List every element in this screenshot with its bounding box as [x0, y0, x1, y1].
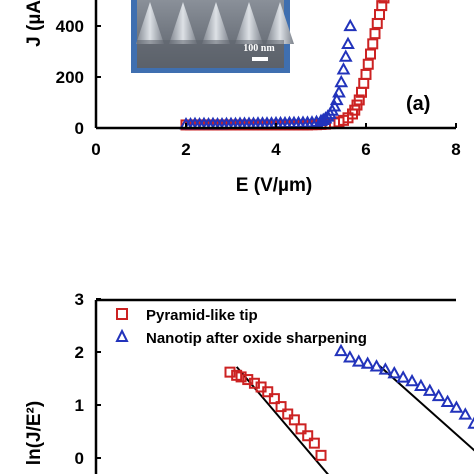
panel-a-x-tick-label-3: 6 — [361, 140, 370, 159]
panel-a-point-s1-42 — [341, 36, 355, 49]
sem-nanotip-0 — [136, 2, 164, 44]
panel-b-point-s1-11 — [431, 388, 446, 402]
panel-a-x-axis-label: E (V/µm) — [236, 175, 312, 196]
panel-a-point-s1-41 — [338, 49, 353, 62]
panel-a-point-s1-40 — [336, 62, 351, 75]
panel-a-y-tick-label-2: 400 — [56, 17, 84, 36]
panel-a-point-s0-51 — [378, 0, 390, 4]
panel-b-point-s1-6 — [387, 365, 402, 379]
panel-b-point-s0-8 — [275, 401, 287, 413]
panel-b-point-s0-7 — [268, 393, 280, 405]
panel-a-point-s0-47 — [369, 28, 381, 40]
panel-a-point-s1-37 — [329, 92, 344, 106]
panel-b-legend: Pyramid-like tip Nanotip after oxide sha… — [115, 307, 367, 347]
legend-label-pyramid: Pyramid-like tip — [146, 307, 258, 324]
panel-b-y-tick-label-3: 3 — [75, 290, 84, 309]
panel-a-point-s0-50 — [376, 0, 388, 12]
panel-b-point-s0-10 — [288, 414, 300, 426]
panel-b-point-s0-11 — [295, 423, 307, 435]
panel-a-x-ticks: 0 2 4 6 8 — [91, 123, 461, 159]
panel-b-point-s1-7 — [396, 370, 411, 383]
panel-b-point-s0-9 — [282, 408, 294, 420]
panel-a-point-s1-31 — [316, 112, 331, 125]
panel-b: 0 1 2 3 ln(J/E²) Pyramid-like tip Nanotip a… — [24, 290, 474, 474]
panel-a-label: (a) — [406, 93, 430, 115]
sem-nanotip-2 — [202, 2, 230, 44]
legend-marker-pyramid — [116, 308, 128, 320]
panel-b-point-s0-6 — [262, 386, 274, 398]
panel-b-point-s1-0 — [334, 343, 348, 357]
legend-marker-nanotip — [115, 328, 129, 342]
panel-a: 0 2 4 6 8 0 200 400 E (V/µm) J (µA — [24, 0, 461, 196]
panel-a-point-s0-46 — [367, 38, 379, 50]
panel-b-point-s1-13 — [449, 400, 464, 413]
sem-inset-image: 100 nm — [131, 0, 294, 73]
panel-b-y-tick-label-0: 0 — [75, 449, 84, 468]
panel-a-y-axis-label: J (µA — [24, 0, 45, 47]
panel-b-y-ticks: 0 1 2 3 — [75, 290, 101, 468]
sem-scale-bar — [252, 57, 268, 61]
panel-a-y-tick-label-1: 200 — [56, 68, 84, 87]
sem-nanotip-1 — [169, 2, 197, 44]
panel-a-y-tick-label-0: 0 — [75, 119, 84, 138]
panel-b-y-tick-label-2: 2 — [75, 343, 84, 362]
panel-b-point-s0-0 — [224, 366, 236, 378]
panel-b-marks — [224, 343, 474, 474]
panel-b-fit-line-1 — [378, 364, 474, 452]
sem-nanotip-4 — [266, 2, 294, 44]
panel-b-point-s1-14 — [458, 407, 473, 420]
panel-b-point-s0-12 — [302, 430, 314, 442]
panel-b-fit-line-0 — [235, 366, 329, 474]
panel-b-point-s0-14 — [315, 449, 327, 461]
panel-b-point-s1-3 — [360, 356, 375, 369]
sem-scale-bar-label: 100 nm — [243, 43, 275, 54]
panel-b-point-s1-2 — [351, 354, 366, 367]
panel-a-point-s1-43 — [343, 18, 358, 32]
panel-b-point-s0-2 — [235, 371, 247, 383]
panel-b-point-s1-4 — [369, 359, 384, 372]
panel-a-x-tick-label-0: 0 — [91, 140, 100, 159]
panel-a-point-s0-48 — [371, 17, 383, 29]
panel-a-x-tick-label-1: 2 — [181, 140, 190, 159]
panel-a-point-s0-45 — [365, 48, 376, 60]
panel-b-point-s0-13 — [308, 437, 320, 449]
legend-label-nanotip: Nanotip after oxide sharpening — [146, 330, 367, 347]
panel-b-point-s1-1 — [343, 350, 357, 363]
panel-a-point-s0-42 — [358, 77, 370, 89]
panel-a-y-ticks: 0 200 400 — [56, 17, 101, 138]
panel-a-point-s1-36 — [327, 99, 342, 112]
sem-nanotips — [136, 2, 294, 44]
sem-nanotip-3 — [235, 2, 263, 44]
panel-b-point-s1-15 — [467, 416, 474, 429]
panel-a-point-s0-44 — [362, 58, 374, 70]
panel-b-point-s1-8 — [405, 373, 419, 387]
panel-a-point-s1-38 — [332, 85, 346, 98]
panel-b-point-s1-10 — [422, 383, 437, 396]
panel-b-point-s1-9 — [414, 378, 428, 392]
panel-b-point-s1-12 — [440, 394, 455, 407]
panel-a-point-s0-49 — [374, 9, 385, 21]
panel-a-point-s0-43 — [360, 68, 372, 80]
panel-a-x-tick-label-4: 8 — [451, 140, 460, 159]
panel-b-y-axis-label: ln(J/E²) — [24, 401, 45, 465]
panel-a-point-s0-40 — [353, 94, 365, 106]
panel-a-x-tick-label-2: 4 — [271, 140, 281, 159]
panel-b-point-s1-5 — [378, 362, 393, 375]
panel-a-point-s1-39 — [334, 74, 349, 88]
panel-b-y-tick-label-1: 1 — [75, 396, 84, 415]
